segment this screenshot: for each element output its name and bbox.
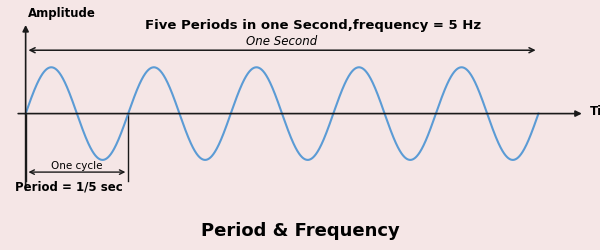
Text: Period = 1/5 sec: Period = 1/5 sec [16,180,123,194]
Text: Period & Frequency: Period & Frequency [200,222,400,240]
Text: Time: Time [590,105,600,118]
Text: One Second: One Second [247,35,317,48]
Text: One cycle: One cycle [51,161,103,171]
Text: Five Periods in one Second,frequency = 5 Hz: Five Periods in one Second,frequency = 5… [145,18,481,32]
Text: Amplitude: Amplitude [28,7,96,20]
